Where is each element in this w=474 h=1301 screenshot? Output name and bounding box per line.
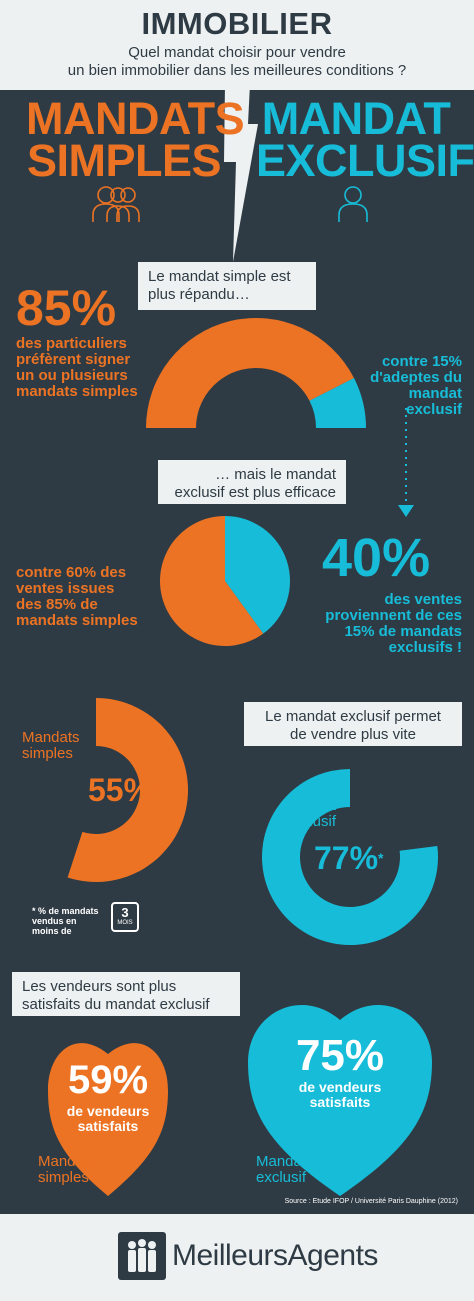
footer-band bbox=[0, 1214, 474, 1301]
brand-logo-icon bbox=[118, 1232, 166, 1280]
asterisk: * bbox=[378, 850, 384, 866]
label-line: exclusif bbox=[286, 813, 337, 830]
heart-simple-shape bbox=[48, 1043, 168, 1196]
semi-donut-segment-simple bbox=[146, 318, 355, 428]
callout-line-2: satisfaits du mandat exclusif bbox=[22, 996, 210, 1013]
callout-line-2: exclusif est plus efficace bbox=[174, 484, 336, 501]
callout-simple-more-common: Le mandat simple est plus répandu… bbox=[138, 262, 316, 310]
desc-line: préfèrent signer bbox=[16, 351, 131, 368]
footnote: * % de mandats vendus en moins de bbox=[32, 906, 99, 936]
callout-line-1: Le mandat simple est bbox=[148, 268, 291, 285]
label-line: simples bbox=[22, 745, 73, 762]
exclusive-title-line-1: MANDAT bbox=[261, 93, 451, 144]
pie-chart bbox=[159, 516, 290, 647]
ring-chart-simple bbox=[67, 698, 188, 882]
footnote-line: * % de mandats bbox=[32, 906, 99, 916]
footnote-line: moins de bbox=[32, 926, 72, 936]
heart-exclusive-label: Mandat exclusif bbox=[256, 1154, 306, 1186]
calendar-icon: 3 MOIS bbox=[111, 902, 139, 932]
heart-exclusive-pct: 75% bbox=[295, 1031, 385, 1080]
desc-line: exclusifs ! bbox=[388, 639, 462, 656]
asterisk: * bbox=[152, 782, 158, 798]
callout-line-1: Les vendeurs sont plus bbox=[22, 978, 177, 995]
label-line: Mandats bbox=[22, 729, 80, 746]
pct-value: 77% bbox=[314, 840, 379, 876]
heart-exclusive-desc: de vendeurs satisfaits bbox=[280, 1080, 400, 1110]
group-people-icon bbox=[92, 186, 140, 222]
desc-line: des ventes bbox=[384, 591, 462, 608]
label-line: exclusif bbox=[256, 1169, 307, 1186]
ring-exclusive-label: Mandat exclusif bbox=[286, 798, 336, 830]
footnote-line: vendus en bbox=[32, 916, 77, 926]
semi-donut-chart bbox=[146, 318, 366, 428]
desc-line: satisfaits bbox=[309, 1094, 371, 1110]
ring-exclusive-arc bbox=[262, 769, 438, 946]
calendar-unit: MOIS bbox=[117, 920, 133, 926]
page-title: IMMOBILIER bbox=[141, 6, 333, 41]
lightning-bolt-icon bbox=[224, 84, 258, 262]
desc-line: mandat exclusif bbox=[406, 385, 462, 418]
ring-simple-pct: 55%* bbox=[88, 772, 158, 808]
stat-85-description: des particuliers préfèrent signer un ou … bbox=[16, 336, 138, 400]
heart-exclusive-shape bbox=[248, 1005, 432, 1196]
ring-simple-label: Mandats simples bbox=[22, 730, 80, 762]
heart-simple-label: Mandats simples bbox=[38, 1154, 96, 1186]
desc-line: de vendeurs bbox=[298, 1079, 382, 1095]
callout-line-2: plus répandu… bbox=[148, 286, 250, 303]
ring-exclusive-pct: 77%* bbox=[314, 840, 384, 876]
pct-value: 55% bbox=[88, 772, 153, 808]
label-line: simples bbox=[38, 1169, 89, 1186]
ring-simple-arc bbox=[67, 698, 188, 882]
stat-60-description: contre 60% des ventes issues des 85% de … bbox=[16, 565, 138, 629]
desc-line: mandats simples bbox=[16, 383, 138, 400]
single-person-icon bbox=[338, 186, 368, 222]
simple-title-line-1: MANDATS bbox=[26, 93, 245, 144]
callout-exclusive-faster: Le mandat exclusif permet de vendre plus… bbox=[244, 702, 462, 746]
simple-title-line-2: SIMPLES bbox=[26, 135, 222, 186]
label-line: Mandats bbox=[38, 1153, 96, 1170]
simple-mandates-title: MANDATS SIMPLES bbox=[26, 93, 245, 186]
desc-line: un ou plusieurs bbox=[16, 367, 128, 384]
source-note: Source : Etude IFOP / Université Paris D… bbox=[284, 1198, 458, 1205]
page-subtitle-line-2: un bien immobilier dans les meilleures c… bbox=[67, 62, 407, 79]
label-line: Mandat bbox=[256, 1153, 307, 1170]
semi-donut-segment-exclusive bbox=[309, 378, 366, 428]
callout-sellers-satisfied: Les vendeurs sont plus satisfaits du man… bbox=[12, 972, 240, 1016]
desc-line: des particuliers bbox=[16, 335, 127, 352]
desc-line: contre 15% bbox=[381, 353, 462, 370]
stat-40-description: des ventes proviennent de ces 15% de man… bbox=[300, 592, 462, 656]
desc-line: satisfaits bbox=[77, 1118, 139, 1134]
desc-line: 15% de mandats bbox=[344, 623, 462, 640]
callout-line-1: … mais le mandat bbox=[215, 466, 336, 483]
exclusive-mandate-title: MANDAT EXCLUSIF bbox=[256, 93, 474, 186]
heart-simple-desc: de vendeurs satisfaits bbox=[58, 1104, 158, 1134]
heart-simple-pct: 59% bbox=[67, 1058, 149, 1102]
desc-line: proviennent de ces bbox=[325, 607, 462, 624]
callout-line-1: Le mandat exclusif permet bbox=[265, 708, 441, 725]
callout-line-2: de vendre plus vite bbox=[290, 726, 416, 743]
brand-people-icon bbox=[128, 1239, 156, 1272]
stat-85-pct: 85% bbox=[16, 280, 117, 336]
stat-15-description: contre 15% d'adeptes du mandat exclusif bbox=[356, 354, 462, 418]
desc-line: de vendeurs bbox=[66, 1103, 150, 1119]
stat-40-pct: 40% bbox=[322, 528, 431, 588]
header-band bbox=[0, 0, 474, 90]
pie-slice-simple bbox=[159, 516, 264, 647]
page-subtitle-line-1: Quel mandat choisir pour vendre bbox=[128, 44, 346, 61]
desc-line: contre 60% des bbox=[16, 564, 127, 581]
pie-slice-exclusive bbox=[225, 516, 290, 634]
calendar-number: 3 bbox=[121, 905, 129, 920]
label-line: Mandat bbox=[286, 797, 337, 814]
callout-exclusive-more-efficient: … mais le mandat exclusif est plus effic… bbox=[158, 460, 346, 504]
brand-name: MeilleursAgents bbox=[172, 1239, 378, 1272]
desc-line: mandats simples bbox=[16, 612, 138, 629]
arrow-down-icon bbox=[398, 505, 414, 517]
exclusive-title-line-2: EXCLUSIF bbox=[256, 135, 474, 186]
desc-line: des 85% de bbox=[16, 596, 98, 613]
hearts-canvas bbox=[48, 1005, 432, 1196]
desc-line: d'adeptes du bbox=[370, 369, 462, 386]
ring-chart-exclusive bbox=[262, 769, 438, 946]
desc-line: ventes issues bbox=[16, 580, 115, 597]
